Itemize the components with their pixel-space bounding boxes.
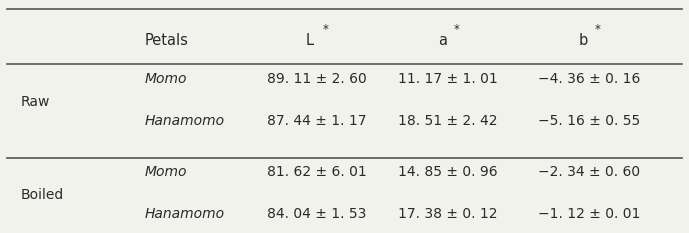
- Text: 18. 51 ± 2. 42: 18. 51 ± 2. 42: [398, 114, 497, 128]
- Text: Petals: Petals: [145, 33, 189, 48]
- Text: Momo: Momo: [145, 165, 187, 179]
- Text: Hanamomo: Hanamomo: [145, 207, 225, 221]
- Text: Boiled: Boiled: [21, 188, 64, 202]
- Text: −2. 34 ± 0. 60: −2. 34 ± 0. 60: [538, 165, 640, 179]
- Text: L: L: [306, 33, 314, 48]
- Text: Momo: Momo: [145, 72, 187, 86]
- Text: −1. 12 ± 0. 01: −1. 12 ± 0. 01: [538, 207, 640, 221]
- Text: 17. 38 ± 0. 12: 17. 38 ± 0. 12: [398, 207, 497, 221]
- Text: *: *: [454, 23, 460, 36]
- Text: Hanamomo: Hanamomo: [145, 114, 225, 128]
- Text: 84. 04 ± 1. 53: 84. 04 ± 1. 53: [267, 207, 367, 221]
- Text: 14. 85 ± 0. 96: 14. 85 ± 0. 96: [398, 165, 497, 179]
- Text: *: *: [322, 23, 328, 36]
- Text: 89. 11 ± 2. 60: 89. 11 ± 2. 60: [267, 72, 367, 86]
- Text: Raw: Raw: [21, 95, 50, 109]
- Text: 11. 17 ± 1. 01: 11. 17 ± 1. 01: [398, 72, 497, 86]
- Text: *: *: [595, 23, 601, 36]
- Text: −5. 16 ± 0. 55: −5. 16 ± 0. 55: [538, 114, 640, 128]
- Text: −4. 36 ± 0. 16: −4. 36 ± 0. 16: [538, 72, 640, 86]
- Text: 81. 62 ± 6. 01: 81. 62 ± 6. 01: [267, 165, 367, 179]
- Text: a: a: [438, 33, 447, 48]
- Text: b: b: [579, 33, 588, 48]
- Text: 87. 44 ± 1. 17: 87. 44 ± 1. 17: [267, 114, 367, 128]
